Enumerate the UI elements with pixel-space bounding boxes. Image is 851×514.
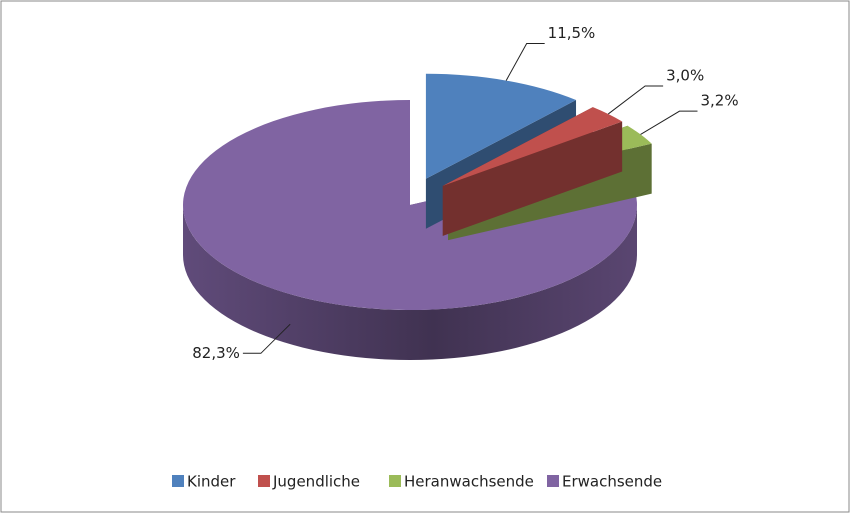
leader-line (242, 323, 291, 354)
slice-top (183, 100, 638, 310)
data-label: 3,0% (666, 66, 704, 84)
leader-line (640, 110, 698, 135)
data-label: 82,3% (192, 344, 240, 362)
data-label: 3,2% (700, 92, 738, 110)
data-label: 11,5% (548, 24, 596, 42)
legend-swatch (258, 475, 270, 487)
legend-label: Kinder (187, 473, 236, 491)
legend-label: Heranwachsende (404, 473, 534, 491)
legend-swatch (389, 475, 401, 487)
pie-slice (442, 107, 623, 236)
legend-label: Jugendliche (272, 473, 360, 491)
legend-label: Erwachsende (562, 473, 662, 491)
slice-wall (442, 121, 623, 236)
slice-top (425, 73, 577, 179)
legend-swatch (172, 475, 184, 487)
leader-line (505, 42, 545, 81)
leader-line (607, 85, 664, 115)
legend-swatch (547, 475, 559, 487)
slice-side (183, 205, 637, 360)
slice-top (442, 107, 623, 186)
